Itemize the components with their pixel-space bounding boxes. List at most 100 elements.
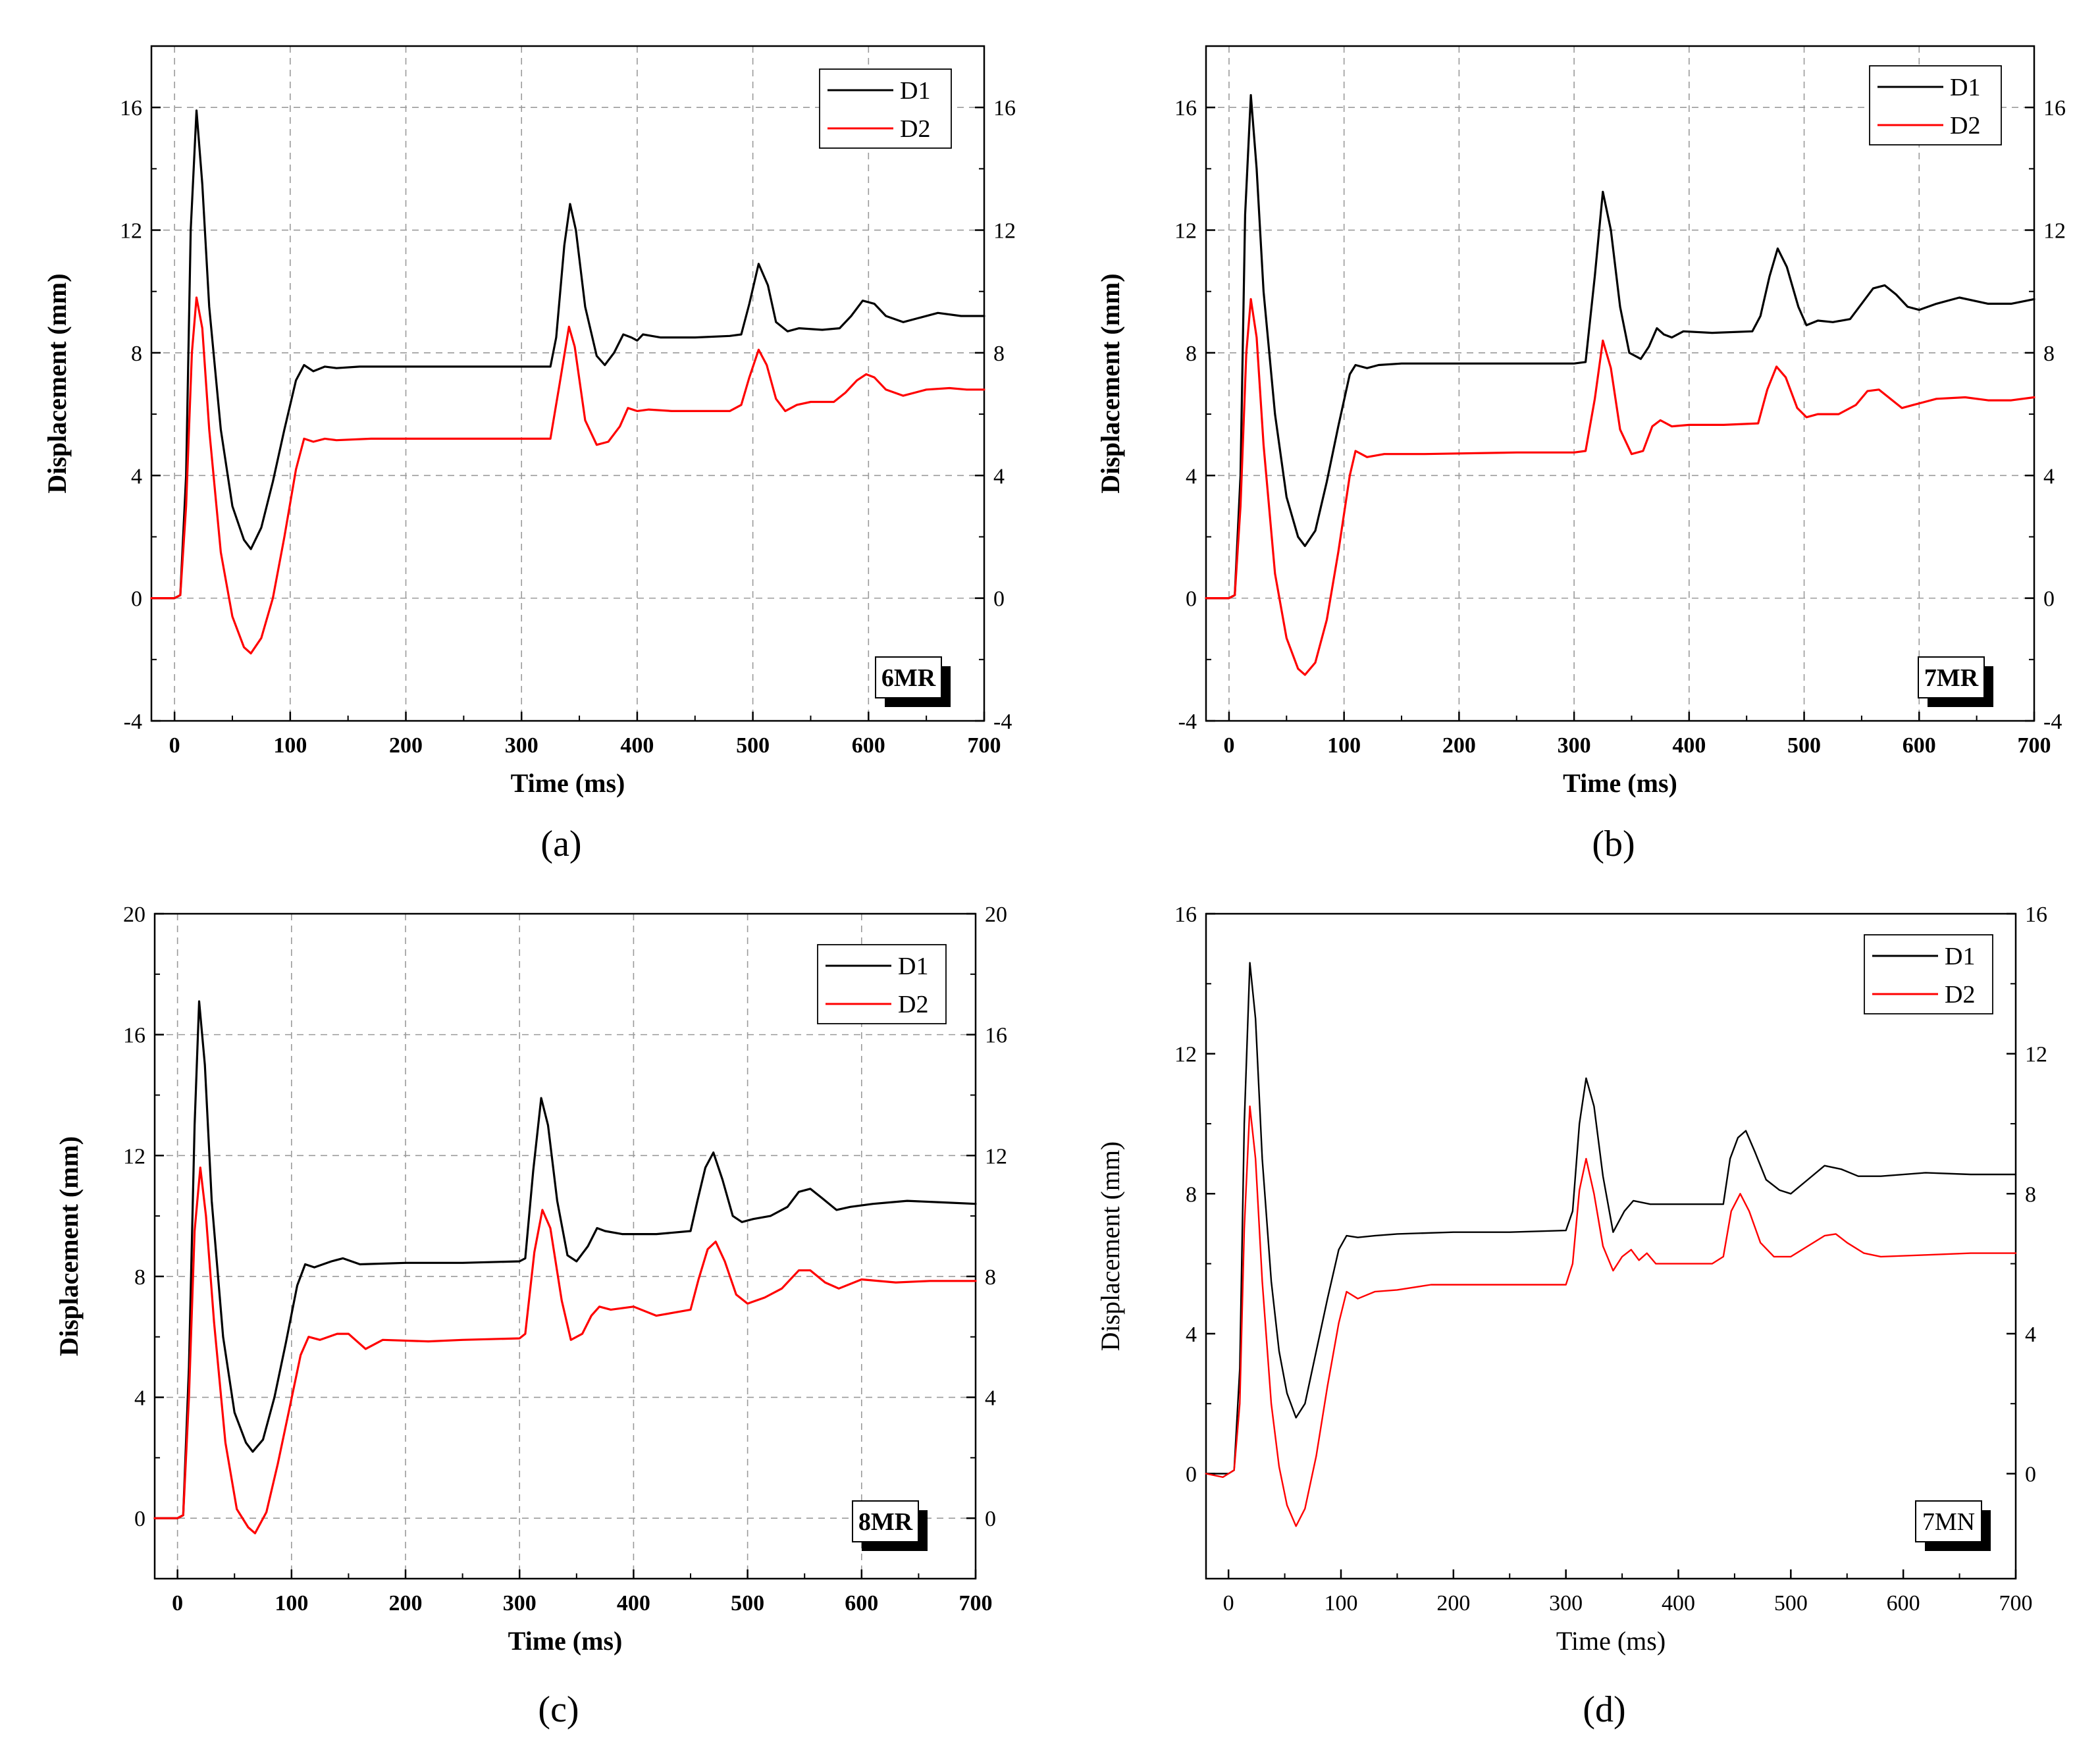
legend-label-d2: D2 [898, 991, 928, 1018]
y-tick-label-left: 16 [120, 96, 142, 120]
x-tick-label: 400 [1662, 1591, 1695, 1616]
legend-label-d1: D1 [900, 77, 930, 105]
panel-c: 0 100 200 300 400 500 600 700 0 0 4 4 8 8 12 12 16 16 20 20… [54, 903, 1007, 1730]
series-line-d2 [150, 296, 985, 655]
y-tick-label-left: 16 [1174, 96, 1197, 120]
legend-label-d2: D2 [900, 115, 930, 143]
x-axis-title: Time (ms) [1563, 768, 1677, 798]
legend-box [1869, 65, 2002, 145]
y-tick-label-left: 12 [1174, 219, 1197, 244]
y-axis-title: Displacement (mm) [1095, 273, 1125, 493]
x-tick-label: 700 [1999, 1591, 2033, 1616]
series-line-d1 [1205, 962, 2017, 1475]
y-axis-title: Displacement (mm) [54, 1136, 84, 1356]
y-tick-label-right: 16 [985, 1024, 1007, 1048]
y-tick-label-right: 8 [985, 1265, 996, 1290]
y-tick-label-right: 0 [985, 1507, 996, 1531]
x-tick-label: 400 [1672, 733, 1706, 758]
y-tick-label-right: 0 [993, 587, 1005, 612]
y-tick-label-left: 16 [1174, 903, 1197, 927]
y-tick-label-right: 0 [2043, 587, 2055, 612]
panel-label: (d) [1583, 1689, 1625, 1730]
y-tick-label-left: 4 [134, 1386, 145, 1411]
x-tick-label: 100 [273, 733, 307, 758]
y-tick-label-right: 12 [2025, 1043, 2047, 1067]
y-tick-label-right: 12 [2043, 219, 2066, 244]
specimen-tag: 7MN [1922, 1508, 1975, 1536]
y-tick-label-left: 0 [131, 587, 142, 612]
x-tick-label: 500 [1774, 1591, 1808, 1616]
y-tick-label-left: 0 [134, 1507, 145, 1531]
y-tick-label-right: 12 [993, 219, 1016, 244]
x-tick-label: 200 [389, 1591, 423, 1616]
x-tick-label: 400 [620, 733, 654, 758]
x-tick-label: 600 [1887, 1591, 1920, 1616]
x-tick-label: 500 [1787, 733, 1821, 758]
plot-frame [1205, 912, 2017, 1580]
y-tick-label-left: 20 [123, 903, 145, 927]
x-tick-label: 200 [1442, 733, 1476, 758]
x-tick-label: 700 [959, 1591, 993, 1616]
x-tick-label: 0 [1223, 733, 1234, 758]
specimen-tag: 6MR [881, 664, 936, 692]
y-tick-label-left: 16 [123, 1024, 145, 1048]
panel-label: (b) [1592, 824, 1635, 864]
y-tick-label-left: 4 [1186, 464, 1197, 488]
y-tick-label-left: -4 [1178, 710, 1197, 734]
y-tick-label-left: 4 [1186, 1323, 1197, 1347]
legend-label-d2: D2 [1950, 112, 1980, 140]
y-tick-label-right: -4 [993, 710, 1012, 734]
legend-label-d1: D1 [1950, 74, 1980, 101]
x-tick-label: 300 [503, 1591, 537, 1616]
legend-box [817, 944, 947, 1024]
y-axis-title: Displacement (mm) [42, 273, 72, 493]
tag-box [875, 656, 942, 698]
y-tick-label-right: -4 [2043, 710, 2062, 734]
y-tick-label-right: 4 [985, 1386, 996, 1411]
x-tick-label: 700 [2018, 733, 2051, 758]
legend-label-d2: D2 [1945, 981, 1975, 1009]
specimen-tag: 8MR [858, 1508, 913, 1536]
legend-label-d1: D1 [898, 953, 928, 980]
x-tick-label: 500 [736, 733, 770, 758]
x-tick-label: 100 [275, 1591, 308, 1616]
x-tick-label: 400 [617, 1591, 650, 1616]
tag-box [1915, 1500, 1982, 1542]
panel-label: (a) [540, 824, 581, 864]
plot-frame [153, 912, 977, 1580]
y-tick-label-right: 8 [993, 342, 1005, 366]
panel-label: (c) [538, 1689, 579, 1730]
y-tick-label-right: 12 [985, 1144, 1007, 1169]
y-tick-label-left: 4 [131, 464, 142, 488]
series-line-d2 [1205, 298, 2035, 676]
x-tick-label: 0 [169, 733, 180, 758]
series-line-d1 [150, 109, 985, 600]
x-tick-label: 300 [505, 733, 538, 758]
series-line-d1 [153, 1000, 977, 1519]
series-line-d2 [1205, 1105, 2017, 1527]
x-tick-label: 0 [1223, 1591, 1234, 1616]
tag-box [852, 1500, 919, 1542]
y-tick-label-left: 12 [120, 219, 142, 244]
x-tick-label: 200 [1436, 1591, 1470, 1616]
series-line-d1 [1205, 93, 2035, 600]
plot-frame [150, 45, 985, 722]
y-tick-label-left: 8 [131, 342, 142, 366]
y-tick-label-right: 4 [2043, 464, 2055, 488]
x-tick-label: 300 [1558, 733, 1591, 758]
x-tick-label: 700 [968, 733, 1001, 758]
x-tick-label: 100 [1327, 733, 1361, 758]
y-tick-label-left: 12 [123, 1144, 145, 1169]
specimen-tag: 7MR [1924, 664, 1979, 692]
y-tick-label-right: 4 [2025, 1323, 2036, 1347]
plot-frame [1205, 45, 2035, 722]
x-tick-label: 0 [172, 1591, 183, 1616]
y-tick-label-left: 8 [134, 1265, 145, 1290]
y-tick-label-right: 20 [985, 903, 1007, 927]
y-tick-label-right: 8 [2043, 342, 2055, 366]
series-line-d2 [153, 1167, 977, 1535]
y-tick-label-right: 16 [993, 96, 1016, 120]
